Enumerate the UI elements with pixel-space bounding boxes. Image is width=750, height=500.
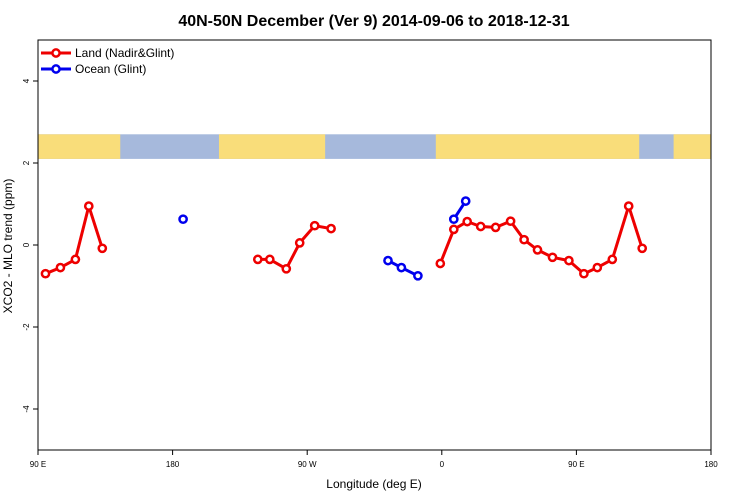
data-point: [383, 255, 393, 266]
data-point: [564, 255, 574, 266]
x-tick-label: 90 W: [298, 460, 317, 469]
plot-frame: [37, 39, 712, 451]
map-land: [435, 134, 640, 159]
y-tick-label: 0: [22, 242, 31, 247]
map-land: [38, 134, 121, 159]
legend: Land (Nadir&Glint) Ocean (Glint): [41, 46, 174, 76]
data-point: [396, 262, 407, 273]
data-point: [637, 243, 648, 254]
data-point: [55, 262, 66, 273]
y-tick-label: 4: [22, 78, 31, 83]
data-point: [448, 214, 459, 225]
y-axis-label: XCO2 - MLO trend (ppm): [1, 179, 15, 314]
data-point: [460, 196, 471, 206]
y-tick-label: 2: [22, 160, 31, 165]
data-point: [547, 252, 558, 263]
legend-label: Land (Nadir&Glint): [75, 46, 174, 60]
data-point: [532, 245, 543, 255]
data-point: [579, 268, 589, 279]
data-point: [607, 254, 618, 265]
legend-marker: [51, 48, 61, 58]
data-point: [448, 224, 459, 235]
data-layer: [40, 196, 648, 281]
data-point: [281, 263, 292, 274]
x-axis-label: Longitude (deg E): [326, 477, 421, 491]
map-strip: [38, 134, 711, 159]
series-ocean: [178, 196, 471, 281]
data-point: [309, 220, 320, 231]
map-land: [673, 134, 711, 159]
legend-marker: [51, 64, 61, 74]
data-point: [264, 254, 275, 265]
legend-label: Ocean (Glint): [75, 62, 146, 76]
data-point: [490, 222, 501, 233]
data-point: [475, 221, 486, 232]
x-tick-label: 90 E: [568, 460, 584, 469]
data-point: [326, 223, 336, 234]
map-land: [218, 134, 326, 159]
data-point: [294, 238, 305, 248]
x-tick-label: 180: [166, 460, 180, 469]
data-point: [623, 201, 634, 211]
data-point: [97, 243, 108, 254]
y-tick-label: -4: [22, 405, 31, 413]
data-point: [70, 254, 81, 265]
data-point: [178, 214, 188, 225]
chart-title: 40N-50N December (Ver 9) 2014-09-06 to 2…: [178, 13, 569, 30]
x-tick-label: 90 E: [30, 460, 46, 469]
data-point: [519, 234, 529, 245]
data-point: [83, 201, 94, 211]
data-point: [413, 270, 423, 281]
data-point: [592, 262, 603, 273]
axes: 90 E 180 90 W 0 90 E 180 -4 -2 0 2 4: [22, 39, 718, 469]
data-point: [505, 216, 516, 227]
series-land: [40, 201, 648, 279]
data-point: [435, 258, 446, 269]
x-tick-label: 0: [440, 460, 445, 469]
data-point: [252, 254, 263, 265]
x-tick-label: 180: [704, 460, 718, 469]
y-tick-label: -2: [22, 323, 31, 331]
data-point: [40, 268, 51, 279]
data-point: [462, 216, 473, 227]
